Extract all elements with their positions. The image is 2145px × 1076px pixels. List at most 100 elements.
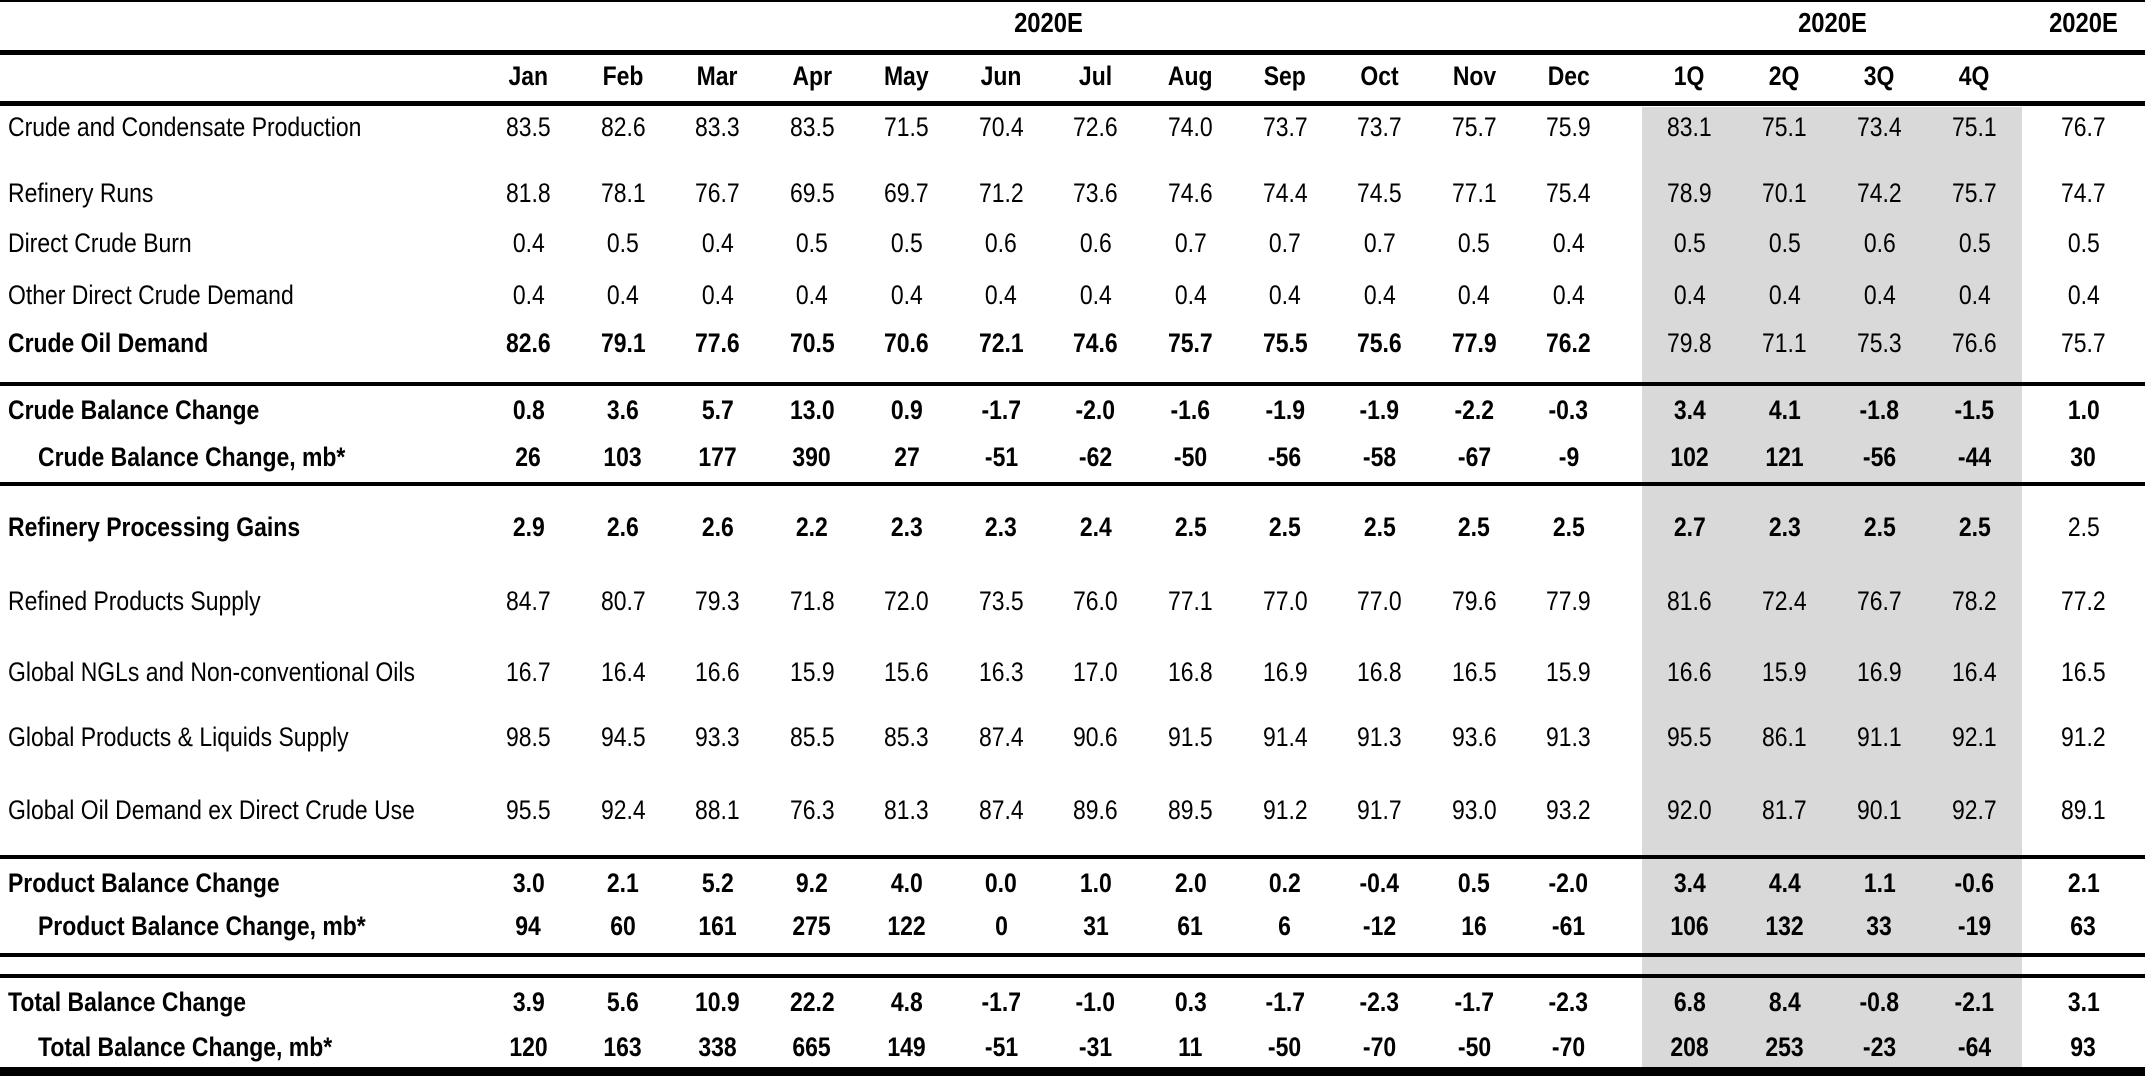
cell-jul: 0.6 [1048, 223, 1143, 263]
table-row-total-balance-change-mb: Total Balance Change, mb* 120 163 338 665 149… [0, 1027, 2145, 1067]
cell-jan-text: 83.5 [505, 112, 551, 142]
cell-dec-text: 2.5 [1552, 512, 1585, 542]
cell-apr-text: 71.8 [789, 586, 835, 616]
double-divider-line-bottom [0, 974, 2145, 978]
cell-jul: 73.6 [1048, 173, 1143, 213]
cell-4q-text: -1.5 [1954, 395, 1995, 425]
cell-dec: -70 [1521, 1027, 1616, 1067]
cell-aug: 2.0 [1143, 863, 1238, 903]
year-header-quarters: 2020E [1642, 0, 2022, 46]
cell-4q-text: 0.5 [1958, 228, 1991, 258]
cell-4q: 2.5 [1927, 507, 2022, 547]
cell-dec-text: 0.4 [1552, 280, 1585, 310]
cell-oct-text: 73.7 [1357, 112, 1402, 142]
cell-1q-text: 78.9 [1667, 178, 1712, 208]
cell-2q-text: 70.1 [1762, 178, 1807, 208]
cell-4q-text: -2.1 [1954, 987, 1995, 1017]
cell-4q: -2.1 [1927, 982, 2022, 1022]
cell-dec: -9 [1521, 437, 1616, 477]
cell-apr-text: 22.2 [789, 987, 835, 1017]
cell-may-text: 15.6 [884, 657, 929, 687]
cell-jun: 0.6 [954, 223, 1049, 263]
cell-annual-text: 91.2 [2061, 722, 2106, 752]
cell-may: 85.3 [859, 717, 954, 757]
cell-2q-text: 121 [1765, 442, 1804, 472]
cell-oct-text: 0.4 [1363, 280, 1396, 310]
cell-4q-text: 0.4 [1958, 280, 1991, 310]
cell-dec-text: -9 [1558, 442, 1579, 472]
cell-annual: 16.5 [2022, 652, 2145, 692]
cell-jun-text: -1.7 [981, 395, 1021, 425]
cell-oct: 75.6 [1332, 323, 1427, 363]
cell-apr-text: 665 [792, 1032, 832, 1062]
cell-aug-text: 89.5 [1167, 795, 1213, 825]
cell-jul: -31 [1048, 1027, 1143, 1067]
cell-dec-text: -0.3 [1548, 395, 1589, 425]
cell-jan: 94 [481, 906, 576, 946]
cell-dec: 76.2 [1521, 323, 1616, 363]
cell-jan-text: 3.0 [512, 868, 545, 898]
section-divider-line [0, 855, 2145, 859]
cell-nov-text: 0.5 [1458, 868, 1491, 898]
cell-annual-text: 1.0 [2067, 395, 2100, 425]
cell-3q-text: 1.1 [1863, 868, 1896, 898]
cell-2q-text: 15.9 [1762, 657, 1807, 687]
cell-jul: 76.0 [1048, 581, 1143, 621]
cell-mar-text: 2.6 [701, 512, 734, 542]
cell-sep: 74.4 [1238, 173, 1333, 213]
row-label-total-balance-change-mb: Total Balance Change, mb* [0, 1027, 481, 1067]
cell-jul-text: 89.6 [1073, 795, 1119, 825]
cell-sep-text: 0.7 [1268, 228, 1301, 258]
cell-4q-text: -44 [1957, 442, 1992, 472]
cell-3q: -56 [1832, 437, 1927, 477]
cell-jul: 17.0 [1048, 652, 1143, 692]
cell-feb: 5.6 [576, 982, 671, 1022]
row-label-product-balance-change-mb: Product Balance Change, mb* [0, 906, 481, 946]
cell-apr: 9.2 [765, 863, 860, 903]
cell-apr: 70.5 [765, 323, 860, 363]
cell-feb: 163 [576, 1027, 671, 1067]
cell-jun: -1.7 [954, 390, 1049, 430]
cell-aug-text: 0.4 [1174, 280, 1207, 310]
cell-jun-text: -51 [984, 442, 1018, 472]
cell-annual: 63 [2022, 906, 2145, 946]
cell-aug-text: 11 [1178, 1032, 1203, 1062]
cell-dec-text: 75.4 [1546, 178, 1591, 208]
row-label-global-products-liquids-supply: Global Products & Liquids Supply [0, 717, 481, 757]
cell-nov-text: 93.6 [1451, 722, 1497, 752]
cell-feb: 78.1 [576, 173, 671, 213]
cell-jun-text: 0 [994, 911, 1008, 941]
cell-apr: 15.9 [765, 652, 860, 692]
quarter-header-4q-text: 4Q [1959, 61, 1990, 91]
cell-sep-text: -1.9 [1265, 395, 1305, 425]
cell-sep: 0.7 [1238, 223, 1333, 263]
cell-may: 69.7 [859, 173, 954, 213]
row-label-global-oil-demand-ex-direct-crude-use-text: Global Oil Demand ex Direct Crude Use [8, 795, 415, 825]
cell-may-text: 71.5 [884, 112, 929, 142]
cell-4q-text: -0.6 [1954, 868, 1995, 898]
cell-nov-text: -2.2 [1454, 395, 1494, 425]
cell-4q: 75.1 [1927, 107, 2022, 147]
quarter-header-2q: 2Q [1737, 52, 1832, 100]
cell-3q-text: -0.8 [1859, 987, 1900, 1017]
cell-sep-text: 75.5 [1262, 328, 1308, 358]
cell-jan-text: 84.7 [505, 586, 551, 616]
cell-sep-text: 77.0 [1262, 586, 1308, 616]
cell-apr: 0.4 [765, 275, 860, 315]
cell-oct: -2.3 [1332, 982, 1427, 1022]
table-row-product-balance-change: Product Balance Change 3.0 2.1 5.2 9.2 4.0 0.0… [0, 863, 2145, 903]
cell-feb: 94.5 [576, 717, 671, 757]
cell-oct-text: -1.9 [1359, 395, 1400, 425]
cell-3q-text: 0.6 [1863, 228, 1896, 258]
cell-jul: -1.0 [1048, 982, 1143, 1022]
cell-4q: 92.1 [1927, 717, 2022, 757]
cell-3q-text: -1.8 [1859, 395, 1900, 425]
cell-jun-text: -1.7 [981, 987, 1021, 1017]
year-header-months: 2020E [481, 0, 1616, 46]
cell-nov: 77.9 [1427, 323, 1522, 363]
row-label-refined-products-supply: Refined Products Supply [0, 581, 481, 621]
row-label-product-balance-change-text: Product Balance Change [8, 868, 280, 898]
cell-jan-text: 82.6 [505, 328, 551, 358]
cell-apr-text: 85.5 [789, 722, 835, 752]
row-label-global-ngls-and-non-conventional-oils: Global NGLs and Non-conventional Oils [0, 652, 481, 692]
